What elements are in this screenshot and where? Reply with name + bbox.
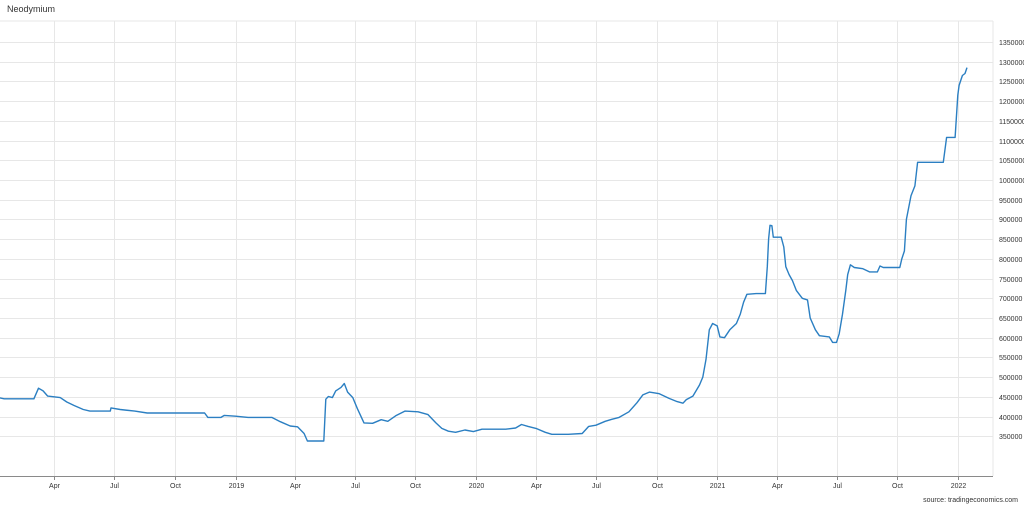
grid-lines [0, 21, 993, 476]
series-layer [0, 67, 968, 442]
x-tick-label: Apr [772, 483, 784, 490]
y-tick-label: 350000 [999, 434, 1022, 441]
axes [0, 20, 994, 480]
x-tick-label: Jul [351, 483, 360, 490]
source-note: source: tradingeconomics.com [923, 497, 1018, 504]
y-tick-label: 1000000 [999, 178, 1024, 185]
y-tick-label: 1150000 [999, 119, 1024, 126]
y-tick-label: 600000 [999, 336, 1022, 343]
x-tick-label: 2022 [951, 483, 967, 490]
y-tick-label: 800000 [999, 257, 1022, 264]
y-tick-label: 550000 [999, 355, 1022, 362]
x-tick-label: Apr [531, 483, 543, 490]
y-tick-label: 1350000 [999, 40, 1024, 47]
series-line [0, 67, 968, 442]
y-tick-label: 500000 [999, 375, 1022, 382]
x-tick-labels: Apr Jul Oct 2019 Apr Jul Oct 2020 Apr Jul Oct 2021 A… [49, 483, 966, 490]
x-tick-label: Jul [833, 483, 842, 490]
x-tick-label: Jul [110, 483, 119, 490]
x-tick-label: Oct [892, 483, 903, 490]
y-tick-label: 1050000 [999, 158, 1024, 165]
x-tick-label: Jul [592, 483, 601, 490]
y-tick-label: 1250000 [999, 79, 1024, 86]
chart-title: Neodymium [7, 4, 56, 14]
y-tick-labels: 350000 400000 450000 500000 550000 600000 6500… [999, 40, 1024, 441]
y-tick-label: 700000 [999, 296, 1022, 303]
y-tick-label: 450000 [999, 395, 1022, 402]
x-tick-label: Oct [170, 483, 181, 490]
x-tick-label: 2019 [229, 483, 245, 490]
y-tick-label: 1100000 [999, 139, 1024, 146]
y-tick-label: 750000 [999, 277, 1022, 284]
y-tick-label: 650000 [999, 316, 1022, 323]
x-tick-label: Apr [49, 483, 61, 490]
y-tick-label: 400000 [999, 415, 1022, 422]
y-tick-label: 1300000 [999, 60, 1024, 67]
y-tick-label: 900000 [999, 217, 1022, 224]
x-tick-label: Oct [410, 483, 421, 490]
y-tick-label: 850000 [999, 237, 1022, 244]
x-tick-label: Apr [290, 483, 302, 490]
x-tick-label: 2021 [710, 483, 726, 490]
y-tick-label: 950000 [999, 198, 1022, 205]
y-tick-label: 1200000 [999, 99, 1024, 106]
x-tick-label: Oct [652, 483, 663, 490]
x-tick-label: 2020 [469, 483, 485, 490]
